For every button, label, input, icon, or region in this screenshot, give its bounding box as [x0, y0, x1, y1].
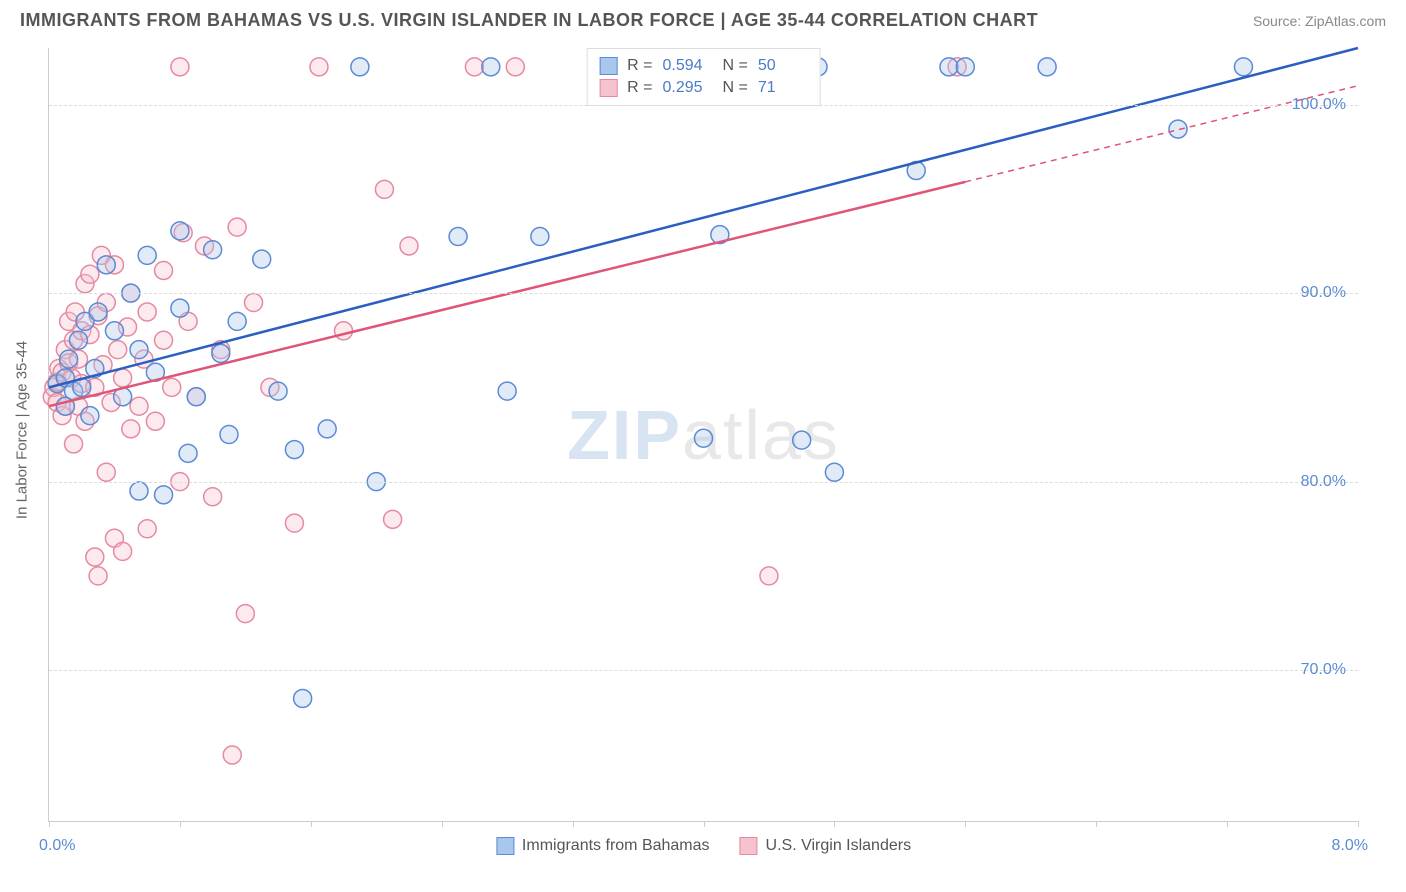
legend-series-label-0: Immigrants from Bahamas: [522, 837, 710, 855]
x-tick: [1227, 821, 1228, 827]
legend-series-swatch-0: [496, 837, 514, 855]
legend-r-label: R =: [627, 79, 652, 97]
x-tick: [49, 821, 50, 827]
x-tick: [573, 821, 574, 827]
legend-n-label: N =: [723, 79, 748, 97]
legend-r-value-0: 0.594: [663, 57, 713, 75]
source-label: Source: ZipAtlas.com: [1253, 13, 1386, 29]
x-tick: [1358, 821, 1359, 827]
legend-series-item-0: Immigrants from Bahamas: [496, 837, 710, 855]
legend-series-swatch-1: [740, 837, 758, 855]
y-tick-label: 100.0%: [1292, 96, 1346, 114]
legend-series: Immigrants from Bahamas U.S. Virgin Isla…: [496, 837, 911, 855]
gridline-h: [49, 482, 1358, 483]
legend-r-label: R =: [627, 57, 652, 75]
legend-r-value-1: 0.295: [663, 79, 713, 97]
legend-series-label-1: U.S. Virgin Islanders: [766, 837, 912, 855]
chart-title: IMMIGRANTS FROM BAHAMAS VS U.S. VIRGIN I…: [20, 10, 1038, 31]
x-tick: [442, 821, 443, 827]
legend-stats-row-1: R = 0.295 N = 71: [599, 77, 808, 99]
y-tick-label: 70.0%: [1301, 661, 1346, 679]
legend-stats-row-0: R = 0.594 N = 50: [599, 55, 808, 77]
x-tick: [965, 821, 966, 827]
x-tick: [704, 821, 705, 827]
x-tick: [1096, 821, 1097, 827]
legend-n-label: N =: [723, 57, 748, 75]
legend-n-value-0: 50: [758, 57, 808, 75]
legend-series-item-1: U.S. Virgin Islanders: [740, 837, 912, 855]
legend-swatch-1: [599, 79, 617, 97]
y-tick-label: 80.0%: [1301, 473, 1346, 491]
gridline-h: [49, 670, 1358, 671]
gridline-h: [49, 293, 1358, 294]
x-min-label: 0.0%: [39, 837, 75, 855]
y-tick-label: 90.0%: [1301, 284, 1346, 302]
x-max-label: 8.0%: [1332, 837, 1368, 855]
legend-n-value-1: 71: [758, 79, 808, 97]
chart-plot-area: ZIPatlas R = 0.594 N = 50 R = 0.295 N = …: [48, 48, 1358, 822]
legend-swatch-0: [599, 57, 617, 75]
x-tick: [834, 821, 835, 827]
x-tick: [311, 821, 312, 827]
gridline-h: [49, 105, 1358, 106]
y-axis-label: In Labor Force | Age 35-44: [14, 341, 31, 519]
legend-stats: R = 0.594 N = 50 R = 0.295 N = 71: [586, 48, 821, 106]
chart-svg: [49, 48, 1358, 821]
x-tick: [180, 821, 181, 827]
